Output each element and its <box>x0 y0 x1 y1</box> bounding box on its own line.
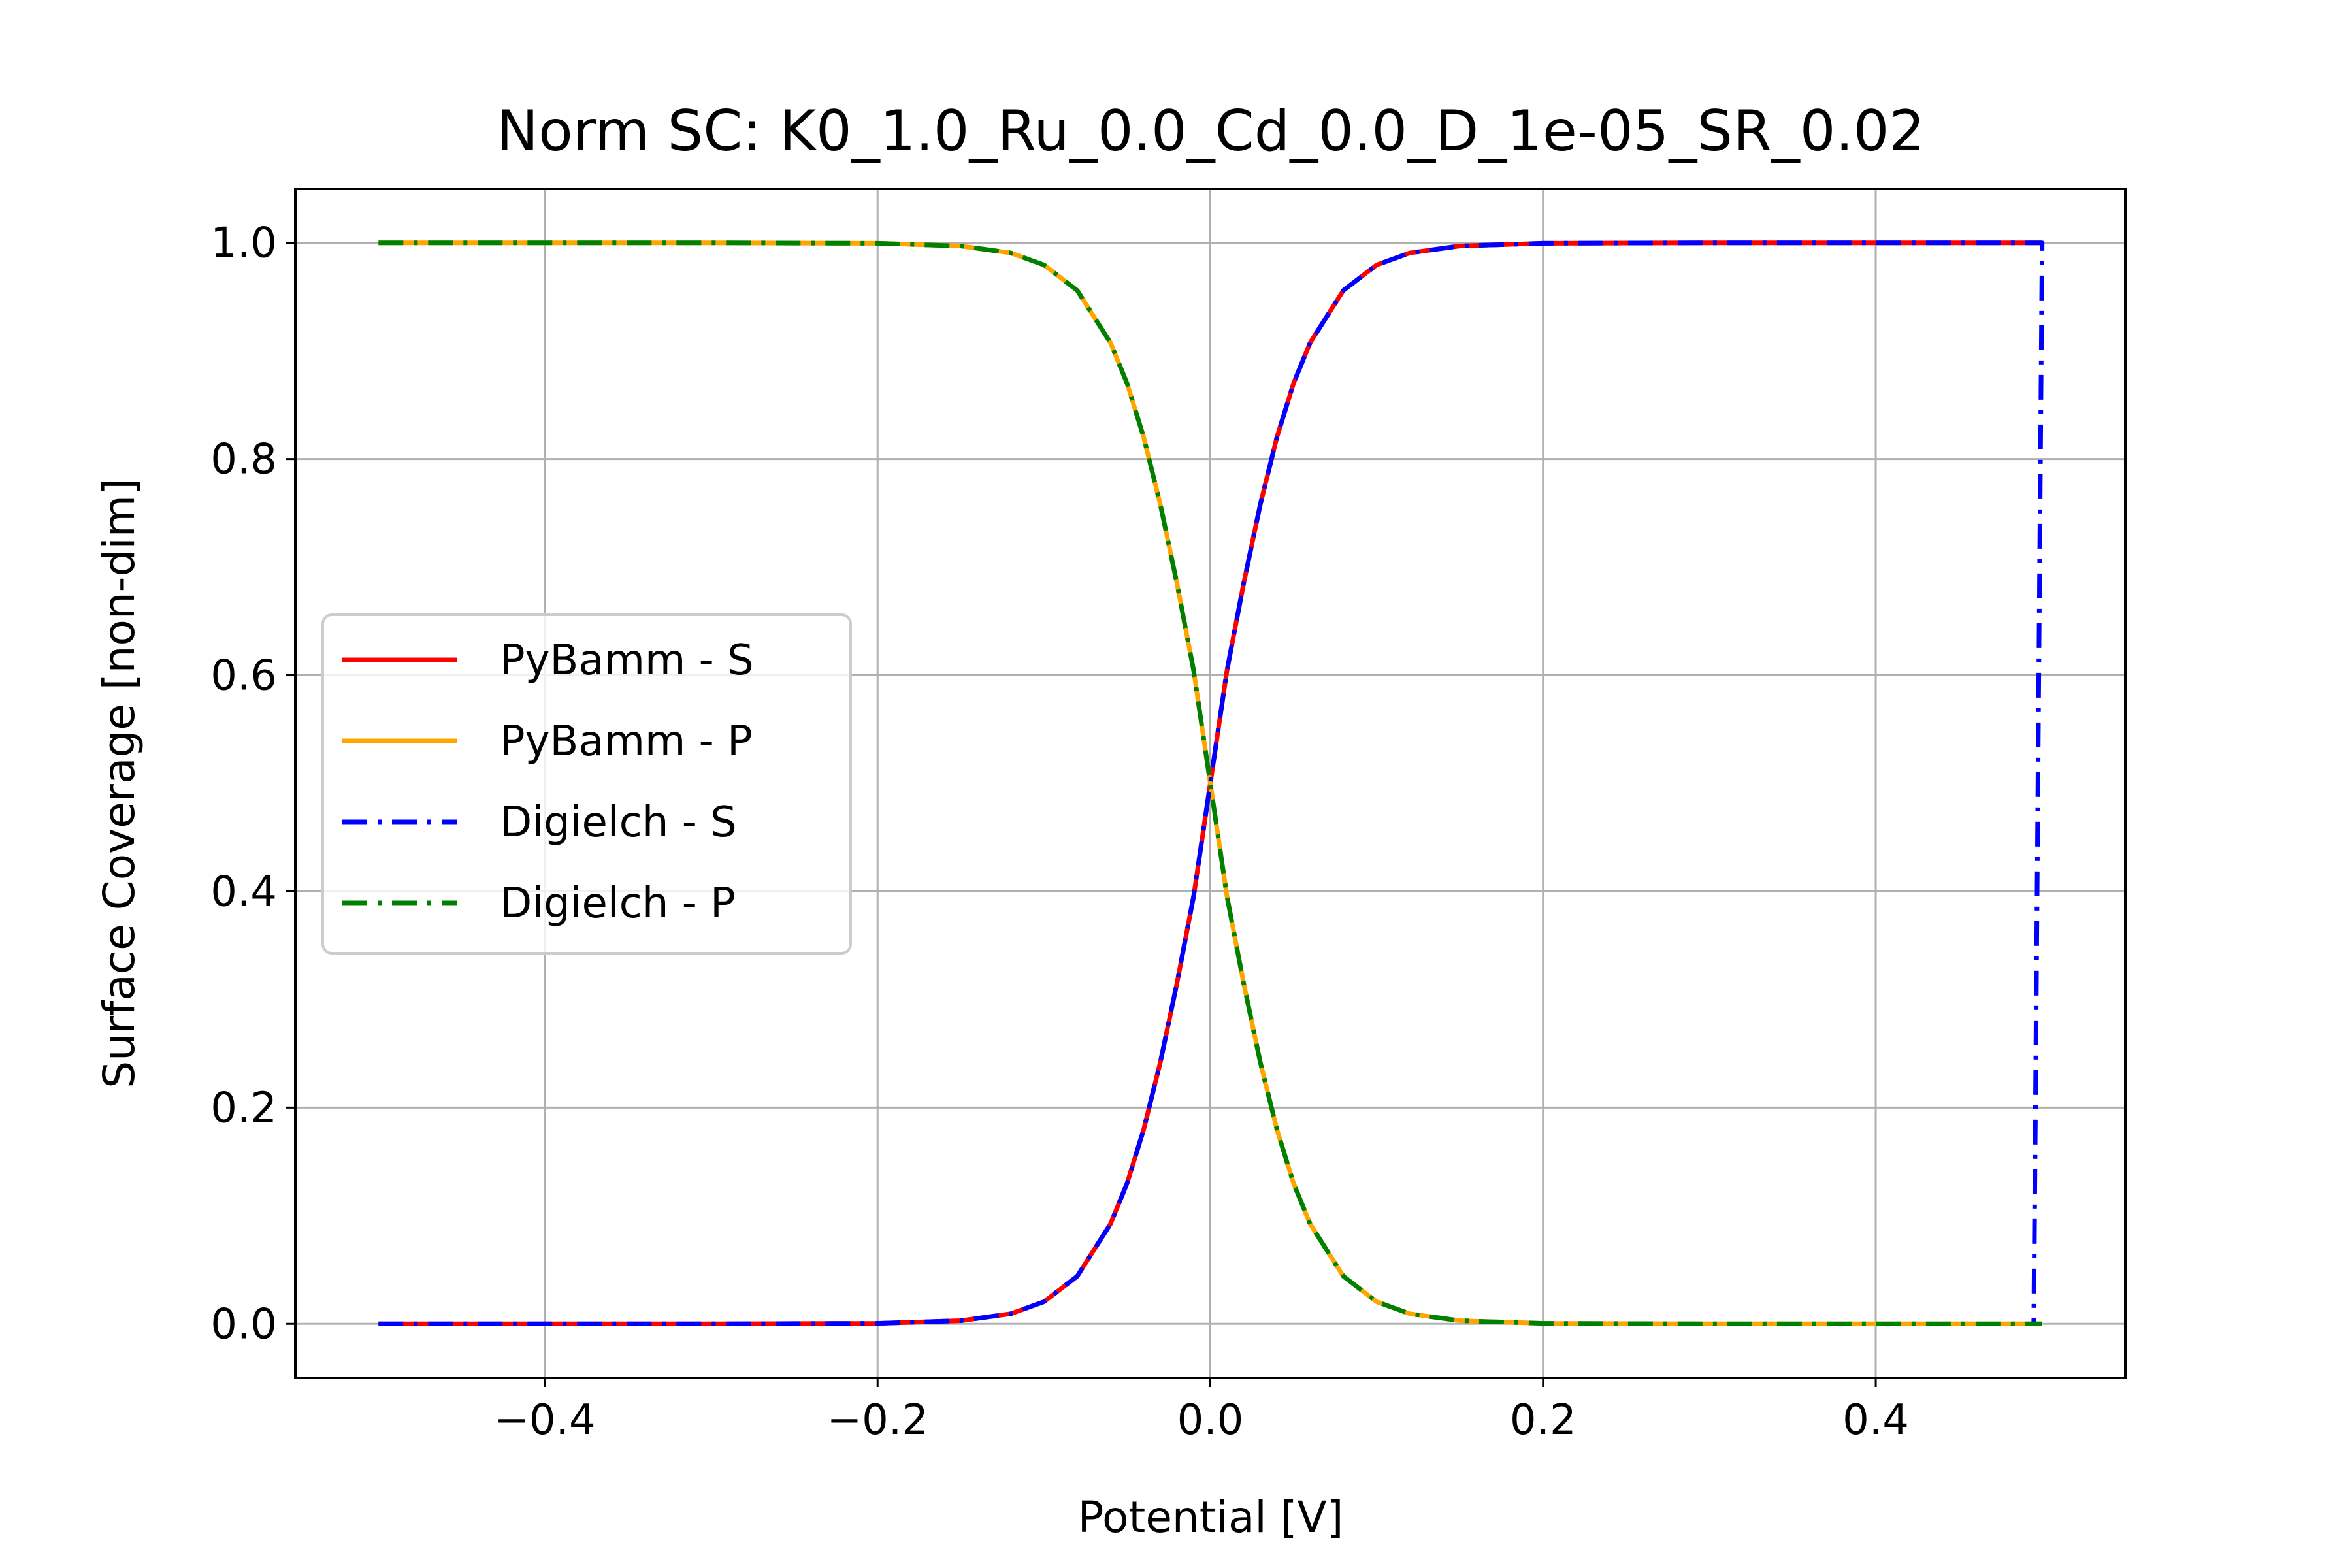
y-tick-label: 0.4 <box>210 868 277 916</box>
y-tick-label: 1.0 <box>210 220 277 268</box>
y-tick-label: 0.0 <box>210 1300 277 1348</box>
legend-label: Digielch - S <box>500 798 737 847</box>
series-layer <box>378 240 2045 1326</box>
legend-label: PyBamm - S <box>500 636 754 685</box>
x-tick-label: −0.2 <box>827 1396 928 1445</box>
x-tick-label: 0.0 <box>1177 1396 1244 1445</box>
x-axis-label: Potential [V] <box>1078 1492 1344 1543</box>
ticks: −0.4 −0.2 0.0 0.2 0.4 0.0 0.2 0.4 0.6 0.8 1.0 <box>210 220 1909 1445</box>
y-tick-label: 0.6 <box>210 652 277 700</box>
chart-title: Norm SC: K0_1.0_Ru_0.0_Cd_0.0_D_1e-05_SR… <box>497 99 1925 164</box>
legend-box <box>321 613 852 955</box>
x-tick-label: −0.4 <box>494 1396 595 1445</box>
legend-label: PyBamm - P <box>500 717 753 766</box>
x-tick-label: 0.2 <box>1510 1396 1576 1445</box>
y-axis-label: Surface Coverage [non-dim] <box>94 478 144 1088</box>
legend-label: Digielch - P <box>500 879 736 928</box>
y-tick-label: 0.2 <box>210 1084 277 1132</box>
y-tick-label: 0.8 <box>210 436 277 484</box>
legend: PyBamm - S PyBamm - P Digielch - S Digielch… <box>321 613 852 955</box>
series-line-digielch-p <box>378 240 2042 1326</box>
x-tick-label: 0.4 <box>1842 1396 1909 1445</box>
